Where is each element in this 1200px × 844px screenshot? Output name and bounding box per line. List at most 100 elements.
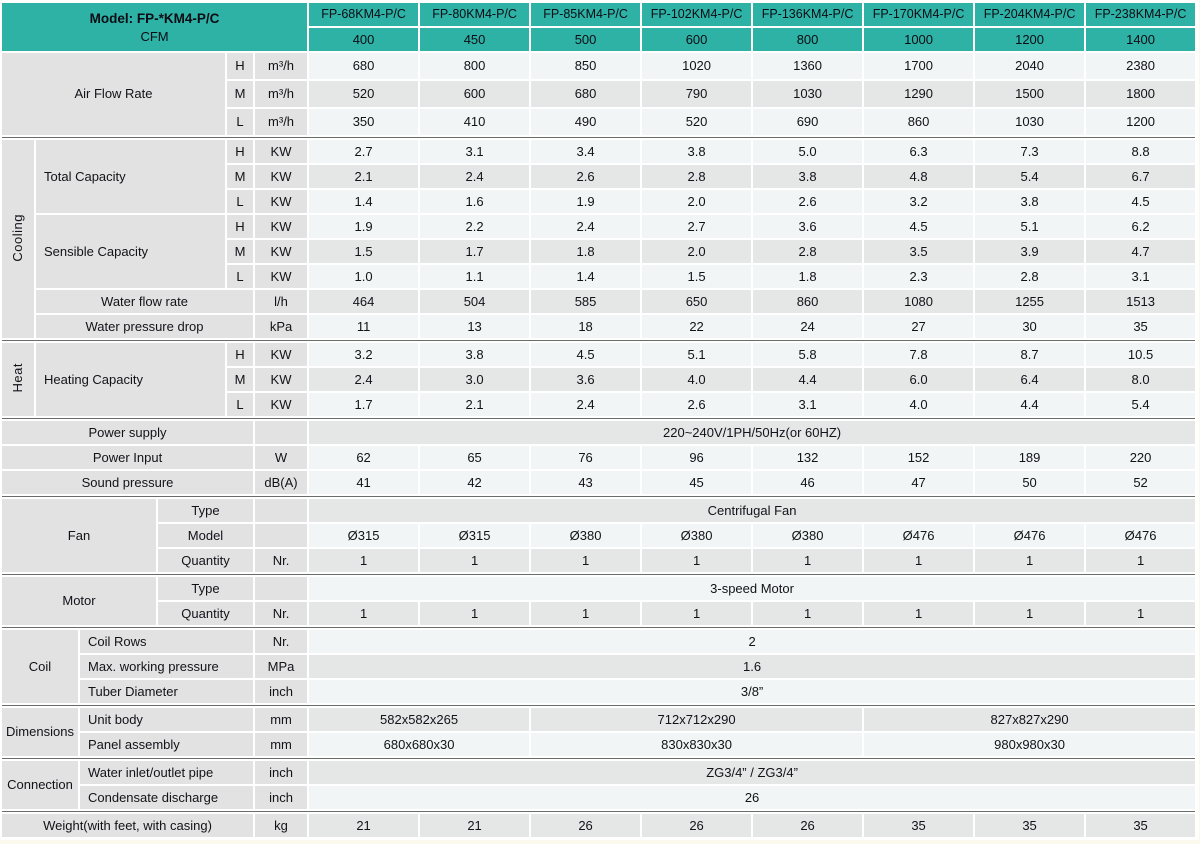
row-motor-quantity: Quantity Nr. 1 1 1 1 1 1 1 1: [2, 602, 1196, 625]
value-cell: 1030: [753, 81, 863, 107]
value-cell: 2.3: [864, 265, 974, 288]
value-cell: 2.4: [420, 165, 530, 188]
value-cell: 43: [531, 471, 641, 494]
value-cell: 2040: [975, 53, 1085, 79]
value-cell: 3.2: [864, 190, 974, 213]
label-fan-quantity: Quantity: [158, 549, 253, 572]
value-cell: 3.6: [753, 215, 863, 238]
unit-label: KW: [255, 215, 308, 238]
value-cell: 13: [420, 315, 530, 338]
value-cell: 4.0: [864, 393, 974, 416]
row-sensible-capacity-l: L KW 1.0 1.1 1.4 1.5 1.8 2.3 2.8 3.1: [2, 265, 1196, 288]
value-cell: 52: [1086, 471, 1196, 494]
value-cell: 1: [531, 602, 641, 625]
section-divider: [2, 627, 1196, 628]
value-cell: 41: [309, 471, 419, 494]
value-cell: 8.0: [1086, 368, 1196, 391]
unit-label: m³/h: [255, 81, 308, 107]
unit-label: KW: [255, 190, 308, 213]
value-cell: 1360: [753, 53, 863, 79]
label-sound-pressure: Sound pressure: [2, 471, 253, 494]
value-cell: 96: [642, 446, 752, 469]
label-coil: Coil: [2, 630, 78, 703]
value-cell: 1.7: [420, 240, 530, 263]
cfm-value: 1000: [864, 28, 974, 51]
value-cell: 350: [309, 109, 419, 135]
row-power-supply: Power supply 220~240V/1PH/50Hz(or 60HZ): [2, 421, 1196, 444]
speed-label: M: [227, 368, 253, 391]
value-cell: 26: [753, 814, 863, 837]
label-water-pipe: Water inlet/outlet pipe: [80, 761, 253, 784]
value-cell: 827x827x290: [864, 708, 1196, 731]
value-cell: 5.1: [642, 343, 752, 366]
speed-label: H: [227, 140, 253, 163]
label-power-input: Power Input: [2, 446, 253, 469]
value-cell: Ø380: [642, 524, 752, 547]
value-cell: 1: [975, 549, 1085, 572]
speed-label: M: [227, 81, 253, 107]
section-divider: [2, 418, 1196, 419]
value-cell: 2.6: [642, 393, 752, 416]
unit-label: inch: [255, 761, 308, 784]
cfm-value: 1200: [975, 28, 1085, 51]
row-heating-capacity-l: L KW 1.7 2.1 2.4 2.6 3.1 4.0 4.4 5.4: [2, 393, 1196, 416]
cfm-value: 500: [531, 28, 641, 51]
value-cell: Ø380: [531, 524, 641, 547]
label-total-capacity: Total Capacity: [36, 140, 225, 213]
value-power-supply: 220~240V/1PH/50Hz(or 60HZ): [309, 421, 1196, 444]
unit-label: inch: [255, 680, 308, 703]
speed-label: L: [227, 109, 253, 135]
value-cell: 21: [420, 814, 530, 837]
unit-label: KW: [255, 265, 308, 288]
value-cell: Ø476: [975, 524, 1085, 547]
label-tuber-diameter: Tuber Diameter: [80, 680, 253, 703]
value-cell: 1.0: [309, 265, 419, 288]
value-cell: 2.7: [309, 140, 419, 163]
value-cell: 189: [975, 446, 1085, 469]
row-max-working-pressure: Max. working pressure MPa 1.6: [2, 655, 1196, 678]
value-cell: 4.8: [864, 165, 974, 188]
value-cell: 3.8: [420, 343, 530, 366]
value-cell: 1: [753, 549, 863, 572]
value-cell: 1.5: [642, 265, 752, 288]
row-total-capacity-l: L KW 1.4 1.6 1.9 2.0 2.6 3.2 3.8 4.5: [2, 190, 1196, 213]
value-cell: 3.8: [642, 140, 752, 163]
model-header: FP-85KM4-P/C: [531, 3, 641, 26]
value-cell: 830x830x30: [531, 733, 863, 756]
value-cell: 4.5: [864, 215, 974, 238]
value-cell: 1: [420, 549, 530, 572]
unit-label: mm: [255, 708, 308, 731]
section-divider: [2, 758, 1196, 759]
value-cell: 1290: [864, 81, 974, 107]
value-cell: 5.1: [975, 215, 1085, 238]
value-motor-type: 3-speed Motor: [309, 577, 1196, 600]
value-cell: 5.4: [1086, 393, 1196, 416]
value-cell: 712x712x290: [531, 708, 863, 731]
value-cell: Ø476: [864, 524, 974, 547]
value-cell: 2.4: [309, 368, 419, 391]
value-cell: 18: [531, 315, 641, 338]
value-cell: 27: [864, 315, 974, 338]
value-cell: 3.0: [420, 368, 530, 391]
unit-label-empty: [255, 577, 308, 600]
value-cell: 980x980x30: [864, 733, 1196, 756]
value-cell: 1513: [1086, 290, 1196, 313]
value-cell: 680: [309, 53, 419, 79]
label-air-flow-rate: Air Flow Rate: [2, 53, 225, 135]
unit-label: KW: [255, 140, 308, 163]
row-fan-quantity: Quantity Nr. 1 1 1 1 1 1 1 1: [2, 549, 1196, 572]
row-sensible-capacity-h: Sensible Capacity H KW 1.9 2.2 2.4 2.7 3…: [2, 215, 1196, 288]
label-water-pressure-drop: Water pressure drop: [36, 315, 253, 338]
value-cell: 5.8: [753, 343, 863, 366]
value-cell: 22: [642, 315, 752, 338]
value-cell: Ø315: [309, 524, 419, 547]
value-cell: 2.8: [753, 240, 863, 263]
value-max-working-pressure: 1.6: [309, 655, 1196, 678]
row-water-inlet-outlet: Connection Water inlet/outlet pipe inch …: [2, 761, 1196, 809]
value-cell: 1: [309, 549, 419, 572]
section-divider: [2, 811, 1196, 812]
value-cell: 4.5: [1086, 190, 1196, 213]
speed-label: H: [227, 343, 253, 366]
